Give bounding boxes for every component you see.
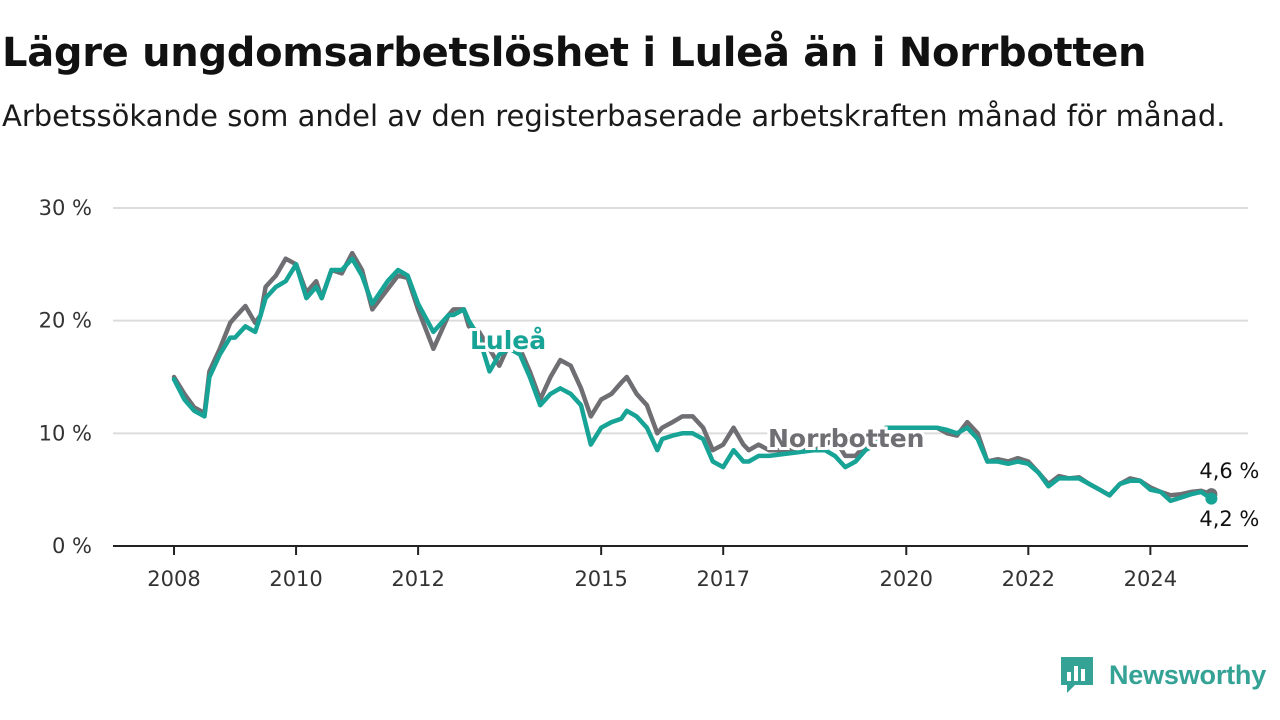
series-labels: Norrbotten Luleå 4,6 % 4,2 % [467, 323, 1259, 531]
x-tick-label: 2017 [696, 567, 749, 591]
y-tick-label: 30 % [39, 196, 92, 220]
grid-lines [113, 207, 1248, 435]
x-tick-label: 2008 [147, 567, 200, 591]
x-tick-label: 2015 [574, 567, 627, 591]
x-tick-label: 2010 [269, 567, 322, 591]
series-label-norrbotten: Norrbotten [768, 424, 924, 453]
chart-subtitle: Arbetssökande som andel av den registerb… [2, 99, 1226, 133]
chart-title: Lägre ungdomsarbetslöshet i Luleå än i N… [2, 30, 1147, 76]
x-axis: 2008 2010 2012 2015 2017 2020 2022 2024 [113, 545, 1248, 591]
series-label-lulea: Luleå [470, 326, 546, 355]
y-tick-label: 0 % [52, 534, 92, 558]
y-tick-label: 10 % [39, 421, 92, 445]
series-line-lulea [171, 256, 1214, 504]
end-value-lulea: 4,2 % [1199, 507, 1259, 531]
x-tick-label: 2024 [1124, 567, 1177, 591]
end-value-norrbotten: 4,6 % [1199, 459, 1259, 483]
brand-name: Newsworthy [1109, 659, 1267, 690]
y-tick-label: 20 % [39, 309, 92, 333]
end-point [1205, 492, 1218, 505]
x-tick-label: 2020 [880, 567, 933, 591]
y-axis-ticks: 0 % 10 % 20 % 30 % [39, 196, 92, 558]
brand-logo: Newsworthy [1059, 655, 1266, 695]
newsworthy-logo-icon [1061, 657, 1093, 693]
x-tick-label: 2012 [391, 567, 444, 591]
series-line-norrbotten [171, 250, 1214, 498]
series-lines [171, 250, 1218, 505]
x-tick-label: 2022 [1002, 567, 1055, 591]
